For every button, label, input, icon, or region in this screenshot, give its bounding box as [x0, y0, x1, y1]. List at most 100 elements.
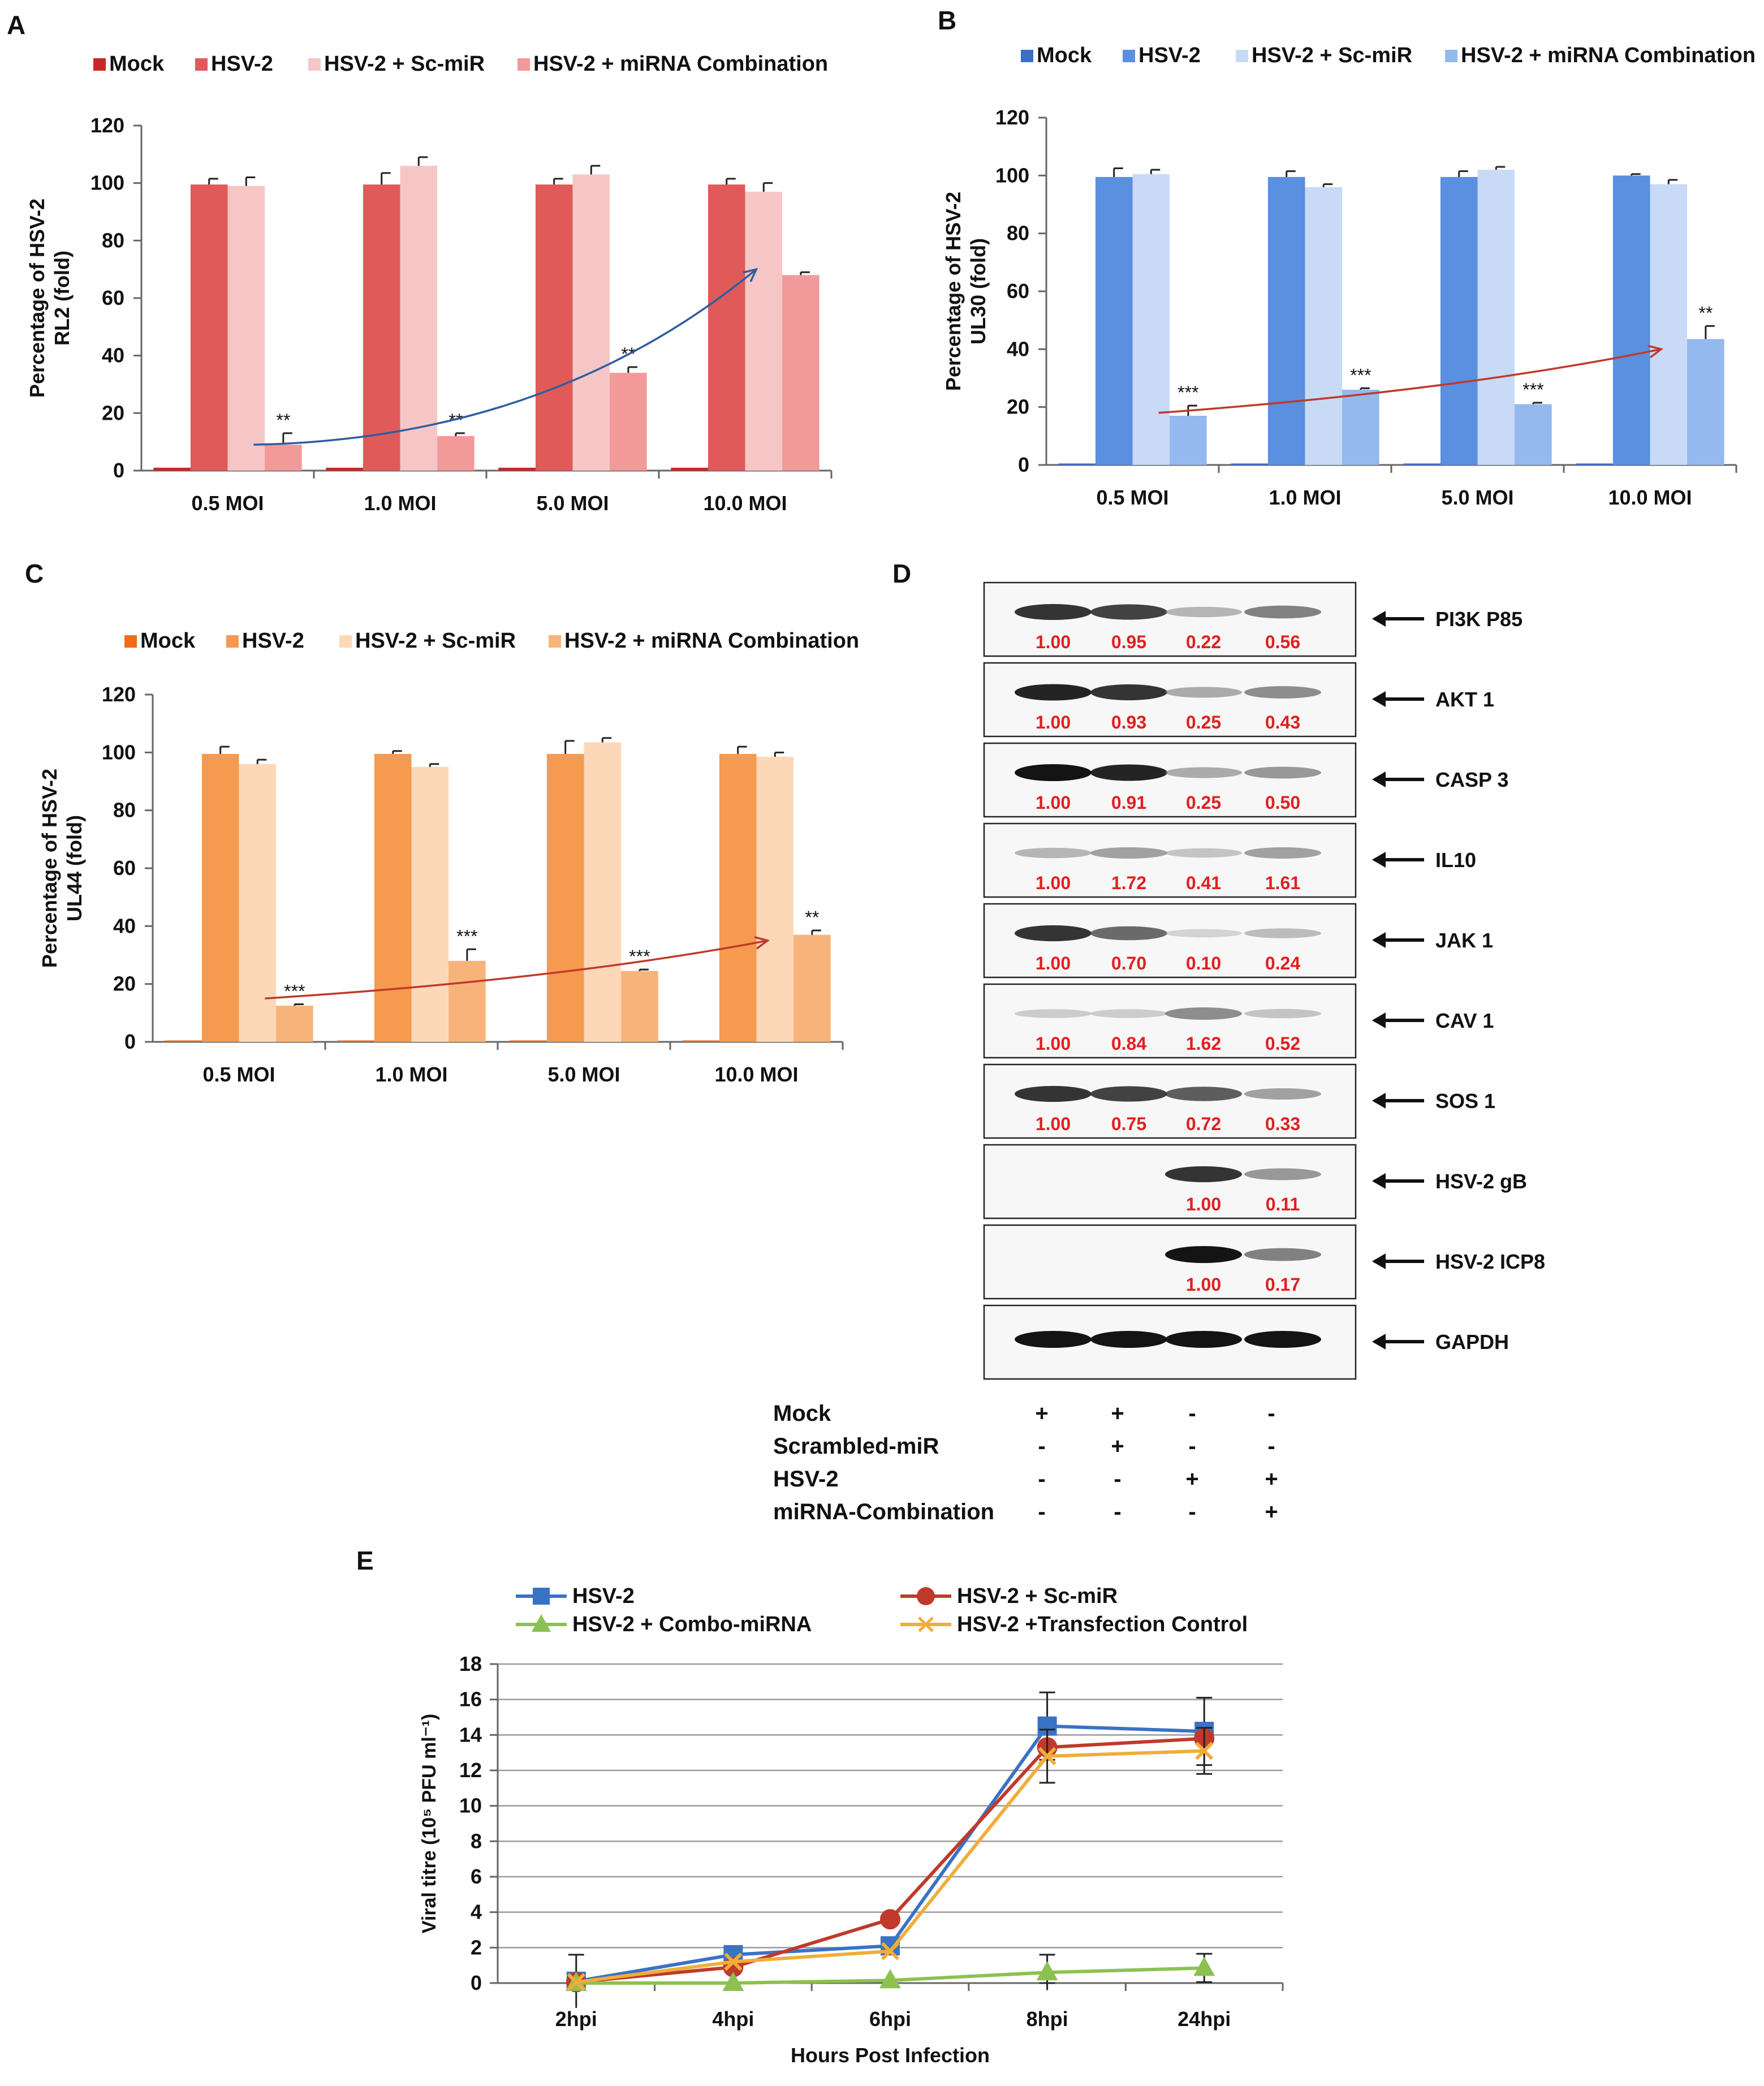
band-ratio-label: 0.93: [1111, 712, 1146, 732]
band-ratio-label: 0.70: [1111, 953, 1146, 973]
bar: [782, 275, 820, 471]
band-ratio-label: 1.00: [1036, 712, 1071, 732]
marker-x: [881, 1942, 900, 1960]
band-ratio-label: 0.33: [1265, 1114, 1300, 1134]
bar: [1132, 174, 1170, 465]
bar: [584, 742, 622, 1042]
band-ratio-label: 1.00: [1036, 1033, 1071, 1054]
trend-arrow: [1158, 348, 1662, 414]
bar: [437, 436, 475, 471]
x-tick-label: 8hpi: [1027, 2007, 1068, 2031]
y-axis-label: Percentage of HSV-2: [942, 192, 965, 391]
blot-band: [1015, 684, 1092, 701]
band-ratio-label: 0.91: [1111, 792, 1146, 813]
condition-sign: -: [1114, 1499, 1121, 1524]
blot-band: [1165, 1331, 1242, 1348]
blot-band: [1090, 604, 1167, 620]
bar: [265, 445, 302, 471]
bar: [498, 467, 536, 471]
band-ratio-label: 0.41: [1186, 873, 1221, 893]
marker-circle: [880, 1909, 900, 1930]
band-ratio-label: 1.00: [1036, 1114, 1071, 1134]
x-tick-label: 2hpi: [555, 2007, 597, 2031]
legend-marker: [532, 1614, 551, 1632]
blot-band: [1015, 604, 1092, 620]
bar: [719, 753, 757, 1042]
y-tick-label: 20: [102, 401, 124, 424]
y-tick-label: 12: [459, 1759, 482, 1782]
y-axis-label: Percentage of HSV-2: [38, 769, 61, 968]
blot-band: [1090, 1086, 1167, 1102]
bar: [610, 373, 647, 471]
y-axis-label: Percentage of HSV-2: [25, 199, 49, 398]
blot-band: [1165, 687, 1242, 698]
significance-label: ***: [1350, 365, 1371, 385]
bar: [793, 934, 831, 1042]
bar: [1231, 463, 1268, 465]
band-ratio-label: 0.22: [1186, 632, 1221, 652]
condition-sign: -: [1038, 1467, 1045, 1492]
blot-band: [1015, 847, 1092, 859]
condition-label: HSV-2: [773, 1467, 839, 1492]
panel-letter: B: [938, 6, 956, 35]
bar: [535, 184, 573, 471]
blot-band: [1165, 1087, 1242, 1101]
y-tick-label: 60: [113, 856, 136, 880]
bar: [411, 766, 449, 1042]
legend-label: HSV-2 + miRNA Combination: [564, 629, 859, 653]
protein-label: PI3K P85: [1435, 607, 1523, 631]
legend-label: HSV-2 +Transfection Control: [957, 1613, 1248, 1636]
arrowhead-icon: [1372, 772, 1386, 787]
arrowhead-icon: [1372, 1253, 1386, 1269]
bar: [546, 753, 584, 1042]
band-ratio-label: 1.00: [1036, 873, 1071, 893]
bar: [400, 166, 438, 471]
condition-sign: -: [1267, 1401, 1275, 1426]
legend-label: HSV-2 + miRNA Combination: [533, 52, 828, 76]
marker-triangle: [1036, 1961, 1058, 1981]
significance-label: ***: [284, 981, 305, 1001]
condition-label: Scrambled-miR: [773, 1434, 939, 1459]
bar: [1612, 175, 1650, 465]
y-tick-label: 4: [471, 1900, 482, 1924]
x-tick-label: 5.0 MOI: [536, 492, 609, 515]
x-tick-label: 10.0 MOI: [1608, 486, 1692, 509]
y-tick-label: 18: [459, 1652, 482, 1675]
bar: [326, 467, 363, 471]
legend-swatch: [195, 58, 208, 71]
marker-x: [724, 1953, 743, 1971]
y-tick-label: 0: [471, 1971, 482, 1994]
trend-arrowhead: [1647, 344, 1664, 359]
blot-band: [1244, 1008, 1321, 1019]
legend-label: Mock: [109, 52, 165, 76]
protein-label: JAK 1: [1435, 929, 1493, 952]
blot-row-box: [983, 1224, 1357, 1300]
y-tick-label: 2: [471, 1936, 482, 1959]
bar: [1095, 176, 1133, 465]
band-ratio-label: 0.24: [1265, 953, 1300, 973]
bar: [745, 191, 783, 471]
y-tick-label: 40: [113, 914, 136, 937]
arrowhead-icon: [1372, 932, 1386, 948]
bar: [153, 467, 191, 471]
blot-band: [1090, 1331, 1167, 1348]
band-ratio-label: 0.84: [1111, 1033, 1146, 1054]
legend-swatch: [93, 58, 106, 71]
bar: [1267, 176, 1305, 465]
band-ratio-label: 1.00: [1186, 1194, 1221, 1214]
legend-label: HSV-2: [572, 1584, 635, 1608]
band-ratio-label: 0.43: [1265, 712, 1300, 732]
band-ratio-label: 1.72: [1111, 873, 1146, 893]
condition-sign: +: [1035, 1401, 1048, 1426]
legend-swatch: [549, 635, 561, 648]
condition-sign: +: [1265, 1499, 1278, 1524]
x-tick-label: 10.0 MOI: [714, 1063, 798, 1086]
bar: [671, 467, 708, 471]
trend-arrowhead: [754, 936, 770, 950]
condition-sign: -: [1188, 1401, 1196, 1426]
band-ratio-label: 0.17: [1265, 1274, 1300, 1295]
x-tick-label: 5.0 MOI: [547, 1063, 620, 1086]
blot-band: [1244, 1331, 1321, 1348]
band-ratio-label: 0.72: [1186, 1114, 1221, 1134]
band-ratio-label: 0.95: [1111, 632, 1146, 652]
